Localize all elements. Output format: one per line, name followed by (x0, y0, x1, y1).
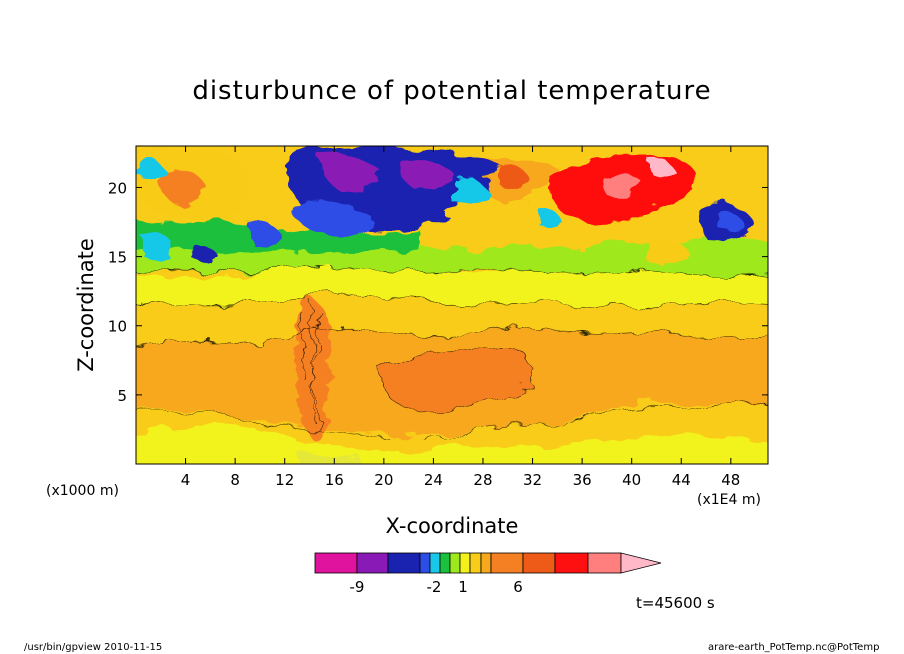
colorbar-label: -9 (350, 578, 365, 596)
x-tick-label: 44 (672, 471, 691, 489)
x-unit-right: (x1E4 m) (697, 492, 761, 508)
plot-frame (135, 145, 769, 465)
colorbar-label: 1 (458, 578, 468, 596)
heatmap-area (136, 146, 768, 464)
x-tick-label: 4 (181, 471, 191, 489)
x-tick-label: 36 (573, 471, 592, 489)
x-axis: 4 8 12 16 20 24 28 32 36 40 44 48 (181, 146, 740, 489)
x-tick-label: 16 (325, 471, 344, 489)
x-tick-label: 24 (424, 471, 443, 489)
colorbar-segment (419, 552, 431, 574)
colorbar-segment (459, 552, 471, 574)
x-tick-label: 28 (473, 471, 492, 489)
y-axis: 5 10 15 20 (108, 179, 768, 405)
x-tick-label: 48 (721, 471, 740, 489)
y-tick-label: 15 (108, 249, 127, 267)
colorbar: -9 -2 1 6 (314, 552, 662, 596)
x-tick-label: 8 (230, 471, 240, 489)
colorbar-segment (387, 552, 421, 574)
colorbar-label: -2 (427, 578, 442, 596)
colorbar-segment (469, 552, 482, 574)
chart-title: disturbunce of potential temperature (192, 76, 712, 106)
x-tick-label: 12 (275, 471, 294, 489)
colorbar-segment (449, 552, 461, 574)
x-tick-label: 40 (622, 471, 641, 489)
x-tick-label: 20 (374, 471, 393, 489)
colorbar-segment (554, 552, 589, 574)
x-tick-label: 32 (523, 471, 542, 489)
footer-right: arare-earth_PotTemp.nc@PotTemp (708, 642, 880, 653)
y-axis-title: Z-coordinate (74, 238, 98, 372)
colorbar-segment (439, 552, 451, 574)
colorbar-segment (480, 552, 492, 574)
colorbar-label: 6 (513, 578, 523, 596)
colorbar-segment (587, 552, 622, 574)
y-tick-label: 10 (108, 318, 127, 336)
colorbar-arrow (620, 552, 662, 574)
footer-left: /usr/bin/gpview 2010-11-15 (24, 642, 163, 653)
colorbar-segment (490, 552, 524, 574)
y-tick-label: 5 (117, 387, 127, 405)
time-label: t=45600 s (636, 594, 715, 612)
colorbar-segment (522, 552, 556, 574)
colorbar-segment (314, 552, 358, 574)
colorbar-segment (429, 552, 441, 574)
x-unit-left: (x1000 m) (46, 483, 119, 499)
x-axis-title: X-coordinate (385, 514, 519, 538)
colorbar-segment (356, 552, 389, 574)
y-tick-label: 20 (108, 179, 127, 197)
